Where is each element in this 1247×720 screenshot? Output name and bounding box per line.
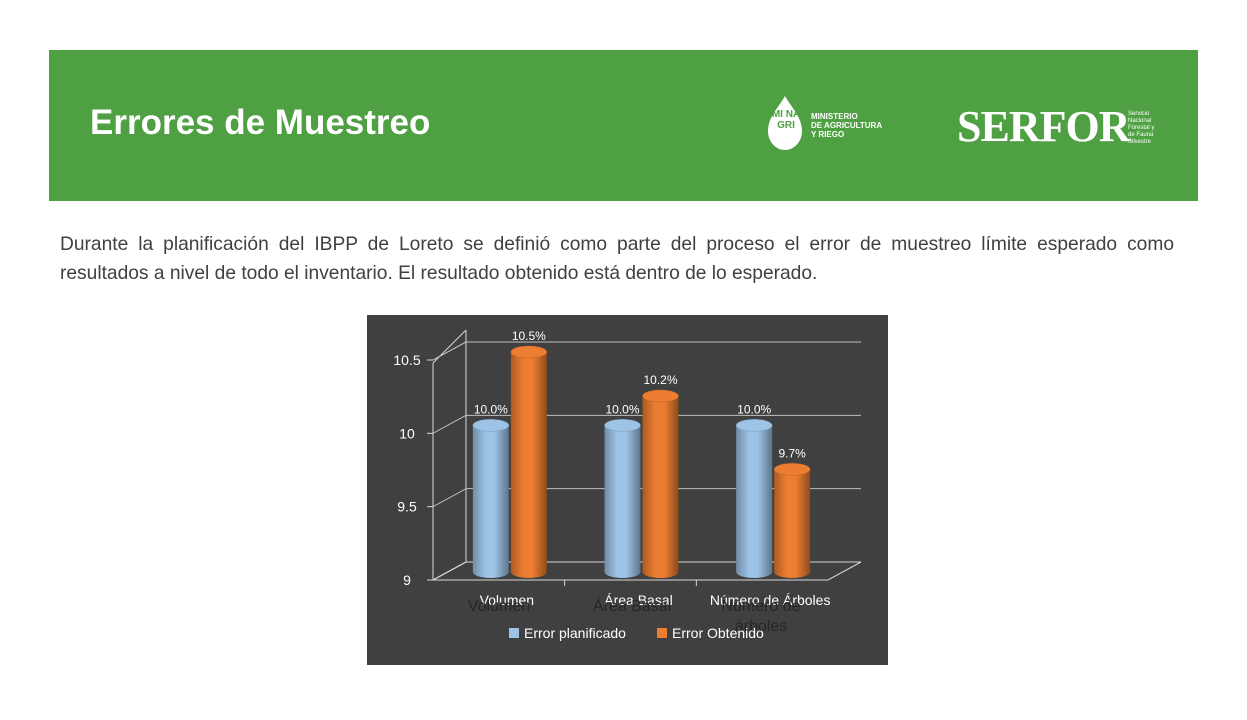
bar-0-0 [472, 425, 509, 578]
serfor-subtitle: Servicio Nacional Forestal y de Fauna Si… [1128, 111, 1155, 145]
data-label: 9.7% [778, 446, 806, 460]
legend-swatch-0 [509, 628, 519, 638]
serfor-logo: SERFOR Servicio Nacional Forestal y de F… [957, 105, 1157, 153]
minagri-logo: MI NA GRI MINISTERIO DE AGRICULTURA Y RI… [765, 95, 905, 151]
gridline-side-2 [432, 414, 467, 434]
overlay-category-label: Área Basal [593, 596, 671, 615]
gridline-side-1 [432, 488, 467, 508]
bar-top-0-0 [472, 419, 510, 432]
page-title: Errores de Muestreo [90, 103, 431, 142]
y-tick-label: 10 [399, 425, 415, 441]
bar-0-1 [604, 425, 641, 578]
legend-swatch-1 [657, 628, 667, 638]
bar-0-2 [736, 425, 773, 578]
data-label: 10.0% [737, 402, 771, 416]
bar-top-1-0 [510, 345, 548, 359]
data-label: 10.0% [474, 402, 508, 416]
data-label: 10.5% [512, 329, 546, 343]
bar-1-0 [510, 352, 547, 578]
chart-side-wall-top [432, 329, 467, 364]
bar-1-1 [642, 396, 679, 578]
gridline-side-3 [432, 341, 467, 361]
bar-top-0-2 [735, 419, 773, 432]
y-tick-label: 9 [403, 572, 411, 588]
serfor-wordmark: SERFOR [957, 102, 1130, 151]
x-tick-label: Volumen [480, 592, 534, 608]
minagri-letters: MI NA GRI [771, 109, 801, 131]
header-banner: Errores de Muestreo MI NA GRI MINISTERIO… [49, 50, 1198, 201]
x-tick-label: Número de Árboles [710, 592, 831, 608]
bar-top-1-2 [773, 463, 811, 476]
x-tick-label: Área Basal [604, 592, 672, 608]
bar-top-1-1 [642, 389, 679, 403]
minagri-text: MINISTERIO DE AGRICULTURA Y RIEGO [811, 112, 883, 139]
error-chart: 9 9.5 10 10.5 10.0% 10.5% Volumen 10.0% 10.2% Áre… [367, 315, 888, 665]
intro-paragraph: Durante la planificación del IBPP de Lor… [60, 234, 1174, 284]
bar-top-0-1 [604, 419, 641, 432]
chart-svg: 9 9.5 10 10.5 10.0% 10.5% Volumen 10.0% 10.2% Áre… [393, 329, 862, 641]
data-label: 10.0% [605, 402, 639, 416]
minagri-drop-icon [768, 96, 802, 150]
y-tick-label: 9.5 [397, 499, 417, 515]
y-tick-label: 10.5 [393, 352, 420, 368]
legend-label: Error planificado [524, 625, 626, 641]
overlay-category-label-line2: árboles [735, 618, 787, 635]
bar-1-2 [774, 469, 811, 578]
overlay-category-label: Número de [721, 598, 800, 615]
overlay-category-label: Volumen [468, 598, 530, 615]
legend-label: Error Obtenido [672, 625, 764, 641]
data-label: 10.2% [643, 373, 677, 387]
